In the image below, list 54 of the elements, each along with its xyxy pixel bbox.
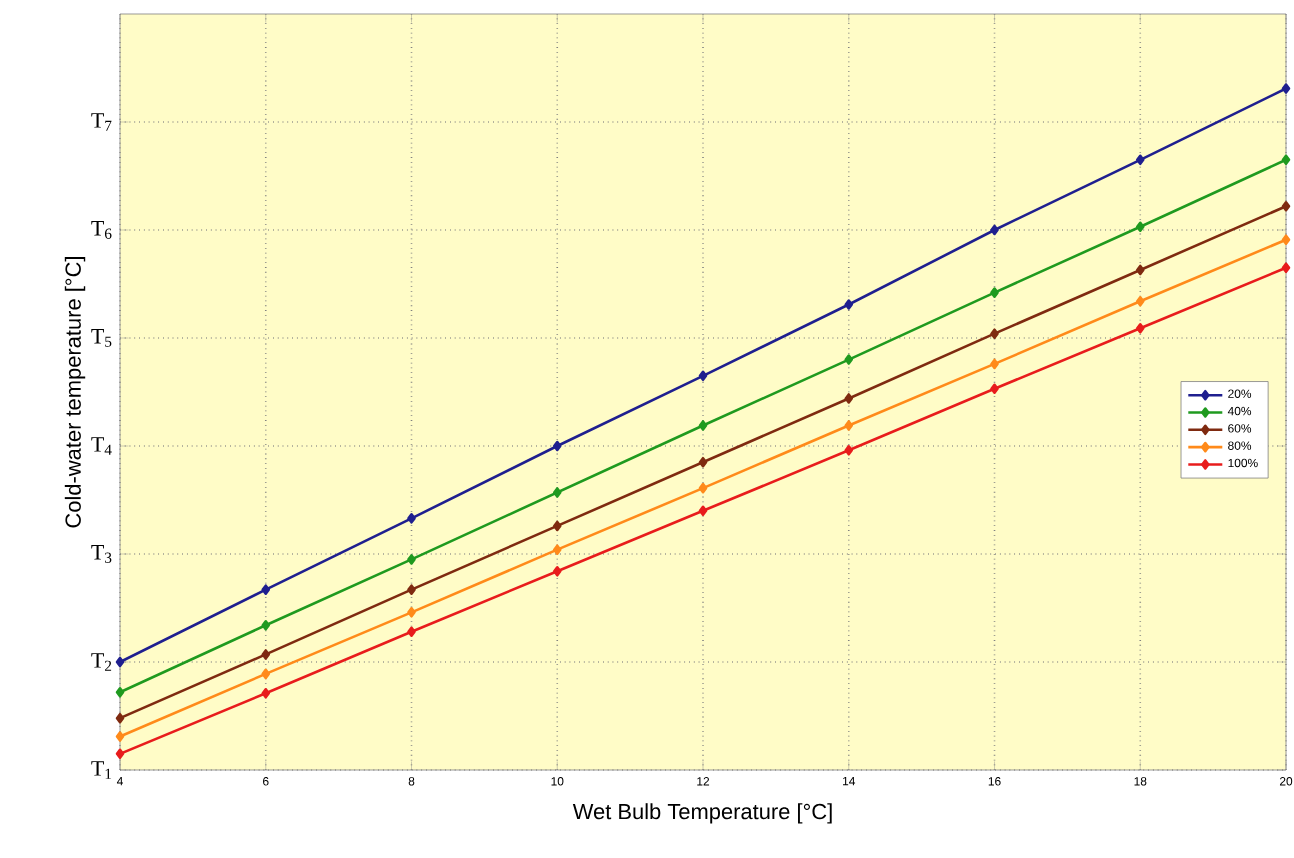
y-tick-label: T$_{6}$ bbox=[91, 221, 112, 239]
point bbox=[407, 584, 416, 595]
point bbox=[1281, 200, 1291, 212]
y-tick-label: T$_{3}$ bbox=[91, 545, 112, 563]
point bbox=[844, 299, 854, 310]
point bbox=[1135, 154, 1145, 166]
point bbox=[698, 505, 708, 517]
point bbox=[115, 731, 125, 742]
y-tick-label: T$_{4}$ bbox=[91, 437, 112, 455]
point bbox=[407, 554, 416, 565]
point bbox=[552, 566, 562, 577]
point bbox=[1281, 262, 1291, 274]
point bbox=[1135, 221, 1145, 233]
y-tick-label: T$_{5}$ bbox=[91, 329, 112, 347]
point bbox=[990, 383, 999, 395]
point bbox=[698, 420, 708, 431]
point bbox=[407, 626, 416, 638]
point bbox=[115, 712, 125, 724]
y-tick-label: T$_{7}$ bbox=[91, 113, 112, 131]
point bbox=[261, 649, 271, 660]
point bbox=[1135, 295, 1145, 307]
y-tick-label: T$_{2}$ bbox=[91, 653, 112, 671]
point bbox=[1281, 154, 1291, 166]
x-axis-title: Wet Bulb Temperature [°C] bbox=[572, 803, 832, 824]
y-tick-label: T$_{1}$ bbox=[91, 761, 112, 779]
point bbox=[844, 445, 854, 456]
point bbox=[990, 358, 999, 370]
point bbox=[115, 748, 125, 760]
point bbox=[698, 456, 708, 468]
point bbox=[844, 420, 854, 431]
point bbox=[1135, 322, 1145, 334]
point bbox=[261, 688, 271, 699]
point bbox=[261, 668, 271, 680]
point bbox=[698, 370, 708, 382]
point bbox=[552, 520, 562, 532]
point bbox=[698, 482, 708, 494]
point bbox=[115, 656, 125, 668]
point bbox=[1135, 264, 1145, 276]
point bbox=[407, 607, 416, 618]
point bbox=[990, 328, 999, 339]
point bbox=[407, 513, 416, 524]
point bbox=[552, 487, 562, 498]
y-axis-title: Cold-water temperature [°C] bbox=[64, 257, 86, 528]
point bbox=[552, 544, 562, 555]
point bbox=[261, 620, 271, 631]
point bbox=[261, 584, 271, 595]
point bbox=[990, 224, 999, 236]
point bbox=[844, 354, 854, 365]
point bbox=[1281, 83, 1291, 94]
point bbox=[552, 440, 562, 452]
point bbox=[1281, 234, 1291, 245]
point bbox=[844, 393, 854, 404]
point bbox=[115, 686, 125, 698]
point bbox=[990, 287, 999, 298]
